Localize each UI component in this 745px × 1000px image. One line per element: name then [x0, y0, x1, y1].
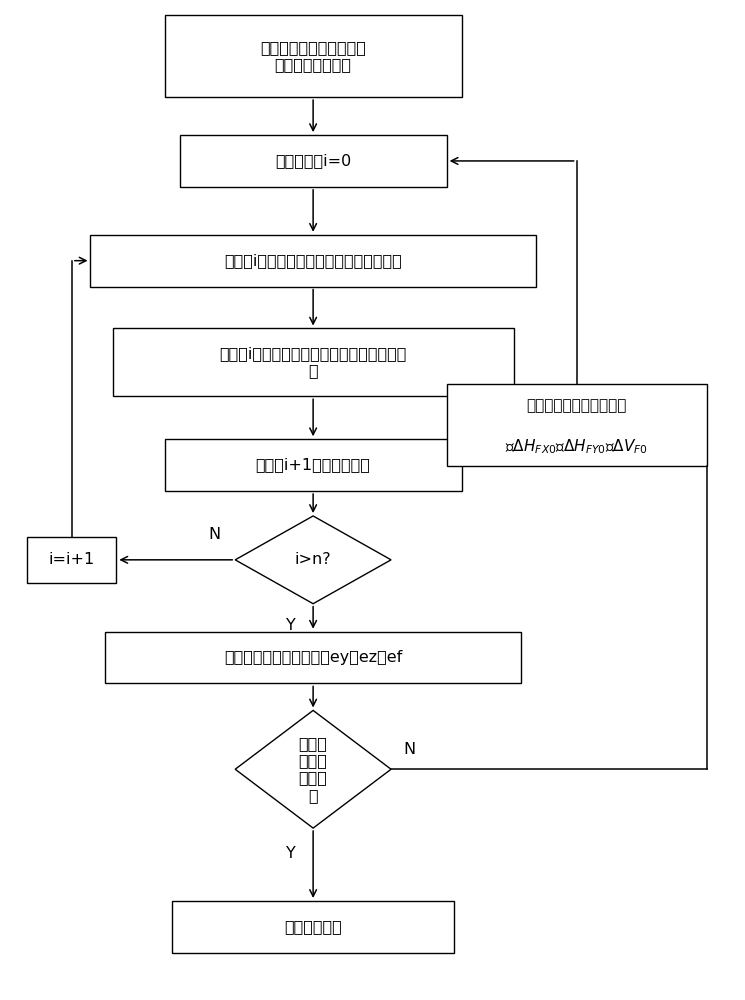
- Text: i=i+1: i=i+1: [48, 552, 95, 567]
- Text: 计算设计控制点标高误差ey、ez、ef: 计算设计控制点标高误差ey、ez、ef: [224, 650, 402, 665]
- FancyBboxPatch shape: [28, 537, 116, 583]
- FancyBboxPatch shape: [447, 384, 706, 466]
- FancyBboxPatch shape: [165, 15, 462, 97]
- FancyBboxPatch shape: [180, 135, 447, 187]
- Text: 输出风索线形: 输出风索线形: [285, 919, 342, 934]
- FancyBboxPatch shape: [105, 632, 521, 683]
- Text: 计算第i根风拉索上吊点竖向分力、无应力长
度: 计算第i根风拉索上吊点竖向分力、无应力长 度: [220, 346, 407, 379]
- FancyBboxPatch shape: [165, 439, 462, 491]
- Text: Y: Y: [286, 846, 296, 861]
- Text: Y: Y: [286, 618, 296, 633]
- Polygon shape: [235, 710, 391, 828]
- Text: 量$\Delta H_{FX0}$，$\Delta H_{FY0}$，$\Delta V_{F0}$: 量$\Delta H_{FX0}$，$\Delta H_{FY0}$，$\Del…: [505, 438, 648, 456]
- Text: 计算第i+1索段三向分力: 计算第i+1索段三向分力: [256, 458, 370, 473]
- Text: N: N: [404, 742, 416, 757]
- Text: 计算影响矩阵，得到修正: 计算影响矩阵，得到修正: [527, 398, 627, 413]
- Text: N: N: [209, 527, 221, 542]
- Text: 根据空间抛物线理论估算
风索始端三向分力: 根据空间抛物线理论估算 风索始端三向分力: [260, 40, 366, 72]
- Polygon shape: [235, 516, 391, 604]
- FancyBboxPatch shape: [90, 235, 536, 287]
- FancyBboxPatch shape: [172, 901, 454, 953]
- Text: 三个误
差均小
于允许
值: 三个误 差均小 于允许 值: [299, 736, 328, 803]
- Text: i>n?: i>n?: [295, 552, 332, 567]
- Text: 对索段循环i=0: 对索段循环i=0: [275, 153, 351, 168]
- FancyBboxPatch shape: [112, 328, 513, 396]
- Text: 计算第i索段无应力长度及横、竖桥向长度: 计算第i索段无应力长度及横、竖桥向长度: [224, 253, 402, 268]
